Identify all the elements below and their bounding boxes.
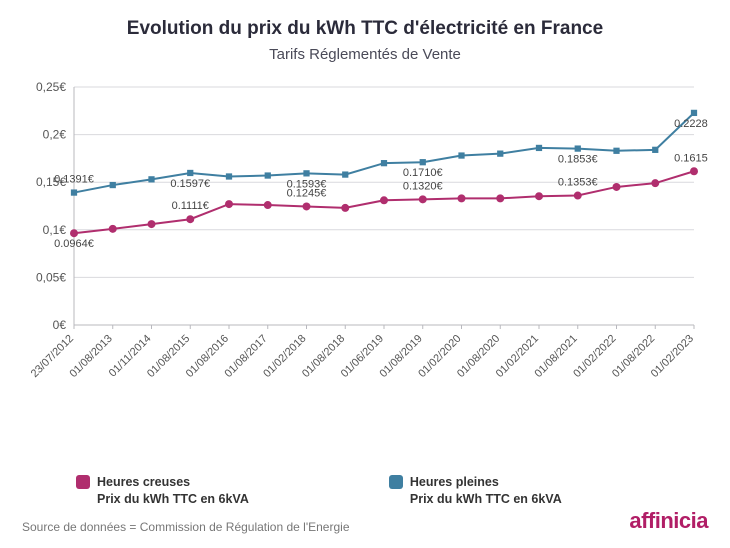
- legend-item: Heures creuses Prix du kWh TTC en 6kVA: [76, 475, 249, 506]
- legend-swatch: [76, 475, 90, 489]
- legend-label: Heures creuses: [97, 475, 190, 489]
- data-marker: [651, 179, 659, 187]
- data-label: 0.1853€: [558, 154, 598, 166]
- data-marker: [419, 195, 427, 203]
- data-marker: [458, 152, 464, 158]
- data-label: 0.1245€: [287, 187, 327, 199]
- legend-top: Heures creuses: [76, 475, 249, 489]
- data-marker: [458, 194, 466, 202]
- data-marker: [381, 160, 387, 166]
- legend-swatch: [389, 475, 403, 489]
- chart-subtitle: Tarifs Réglementés de Vente: [22, 46, 708, 63]
- data-marker: [574, 192, 582, 200]
- legend-top: Heures pleines: [389, 475, 562, 489]
- y-tick-label: 0,25€: [36, 80, 66, 94]
- legend-item: Heures pleines Prix du kWh TTC en 6kVA: [389, 475, 562, 506]
- chart-plot-area: 0€0,05€0,1€0,15€0,2€0,25€23/07/201201/08…: [22, 77, 708, 469]
- data-marker: [575, 145, 581, 151]
- legend-sub: Prix du kWh TTC en 6kVA: [76, 492, 249, 506]
- data-marker: [148, 220, 156, 228]
- legend: Heures creuses Prix du kWh TTC en 6kVA H…: [22, 475, 708, 506]
- data-marker: [691, 110, 697, 116]
- data-label: 0.2228€: [674, 118, 708, 130]
- data-label: 0.1320€: [403, 180, 443, 192]
- data-marker: [110, 182, 116, 188]
- data-marker: [613, 148, 619, 154]
- data-label: 0.1111€: [172, 200, 209, 212]
- y-tick-label: 0,1€: [43, 223, 67, 237]
- data-marker: [652, 147, 658, 153]
- data-label: 0.1353€: [558, 177, 598, 189]
- data-marker: [420, 159, 426, 165]
- data-marker: [380, 196, 388, 204]
- legend-sub: Prix du kWh TTC en 6kVA: [389, 492, 562, 506]
- brand-logo: affinicia: [629, 508, 708, 534]
- data-marker: [342, 171, 348, 177]
- data-label: 0.1391€: [54, 174, 94, 186]
- series-line: [74, 113, 694, 193]
- line-chart-svg: 0€0,05€0,1€0,15€0,2€0,25€23/07/201201/08…: [22, 77, 708, 397]
- data-marker: [690, 167, 698, 175]
- data-marker: [109, 225, 117, 233]
- data-marker: [148, 176, 154, 182]
- data-label: 0.1597€: [170, 178, 210, 190]
- data-marker: [186, 215, 194, 223]
- data-marker: [226, 173, 232, 179]
- data-marker: [71, 189, 77, 195]
- y-tick-label: 0€: [53, 318, 67, 332]
- data-label: 0.1710€: [403, 167, 443, 179]
- data-label: 0.1615€: [674, 152, 708, 164]
- data-marker: [536, 145, 542, 151]
- data-marker: [225, 200, 233, 208]
- data-marker: [303, 202, 311, 210]
- data-marker: [535, 192, 543, 200]
- data-marker: [303, 170, 309, 176]
- data-marker: [187, 170, 193, 176]
- y-tick-label: 0,2€: [43, 128, 67, 142]
- chart-container: Evolution du prix du kWh TTC d'électrici…: [0, 0, 730, 548]
- data-marker: [70, 229, 78, 237]
- data-marker: [341, 204, 349, 212]
- chart-title: Evolution du prix du kWh TTC d'électrici…: [22, 18, 708, 40]
- data-source-text: Source de données = Commission de Régula…: [22, 520, 708, 534]
- data-marker: [497, 151, 503, 157]
- legend-label: Heures pleines: [410, 475, 499, 489]
- data-marker: [265, 172, 271, 178]
- data-marker: [613, 183, 621, 191]
- data-marker: [496, 194, 504, 202]
- data-marker: [264, 201, 272, 209]
- data-label: 0.0964€: [54, 238, 94, 250]
- y-tick-label: 0,05€: [36, 270, 66, 284]
